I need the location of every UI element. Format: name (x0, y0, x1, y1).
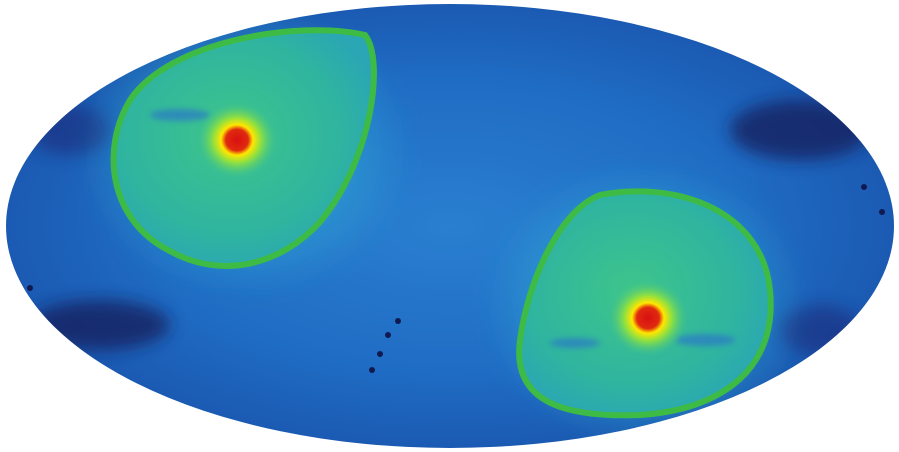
hot-spot (608, 280, 688, 356)
streak (150, 109, 210, 121)
map-content (27, 4, 885, 448)
streak (550, 338, 600, 348)
hot-spot (197, 102, 277, 178)
dark-patch (30, 300, 170, 350)
streak (675, 334, 735, 346)
dark-patch (730, 100, 870, 160)
dark-dots (27, 184, 885, 373)
